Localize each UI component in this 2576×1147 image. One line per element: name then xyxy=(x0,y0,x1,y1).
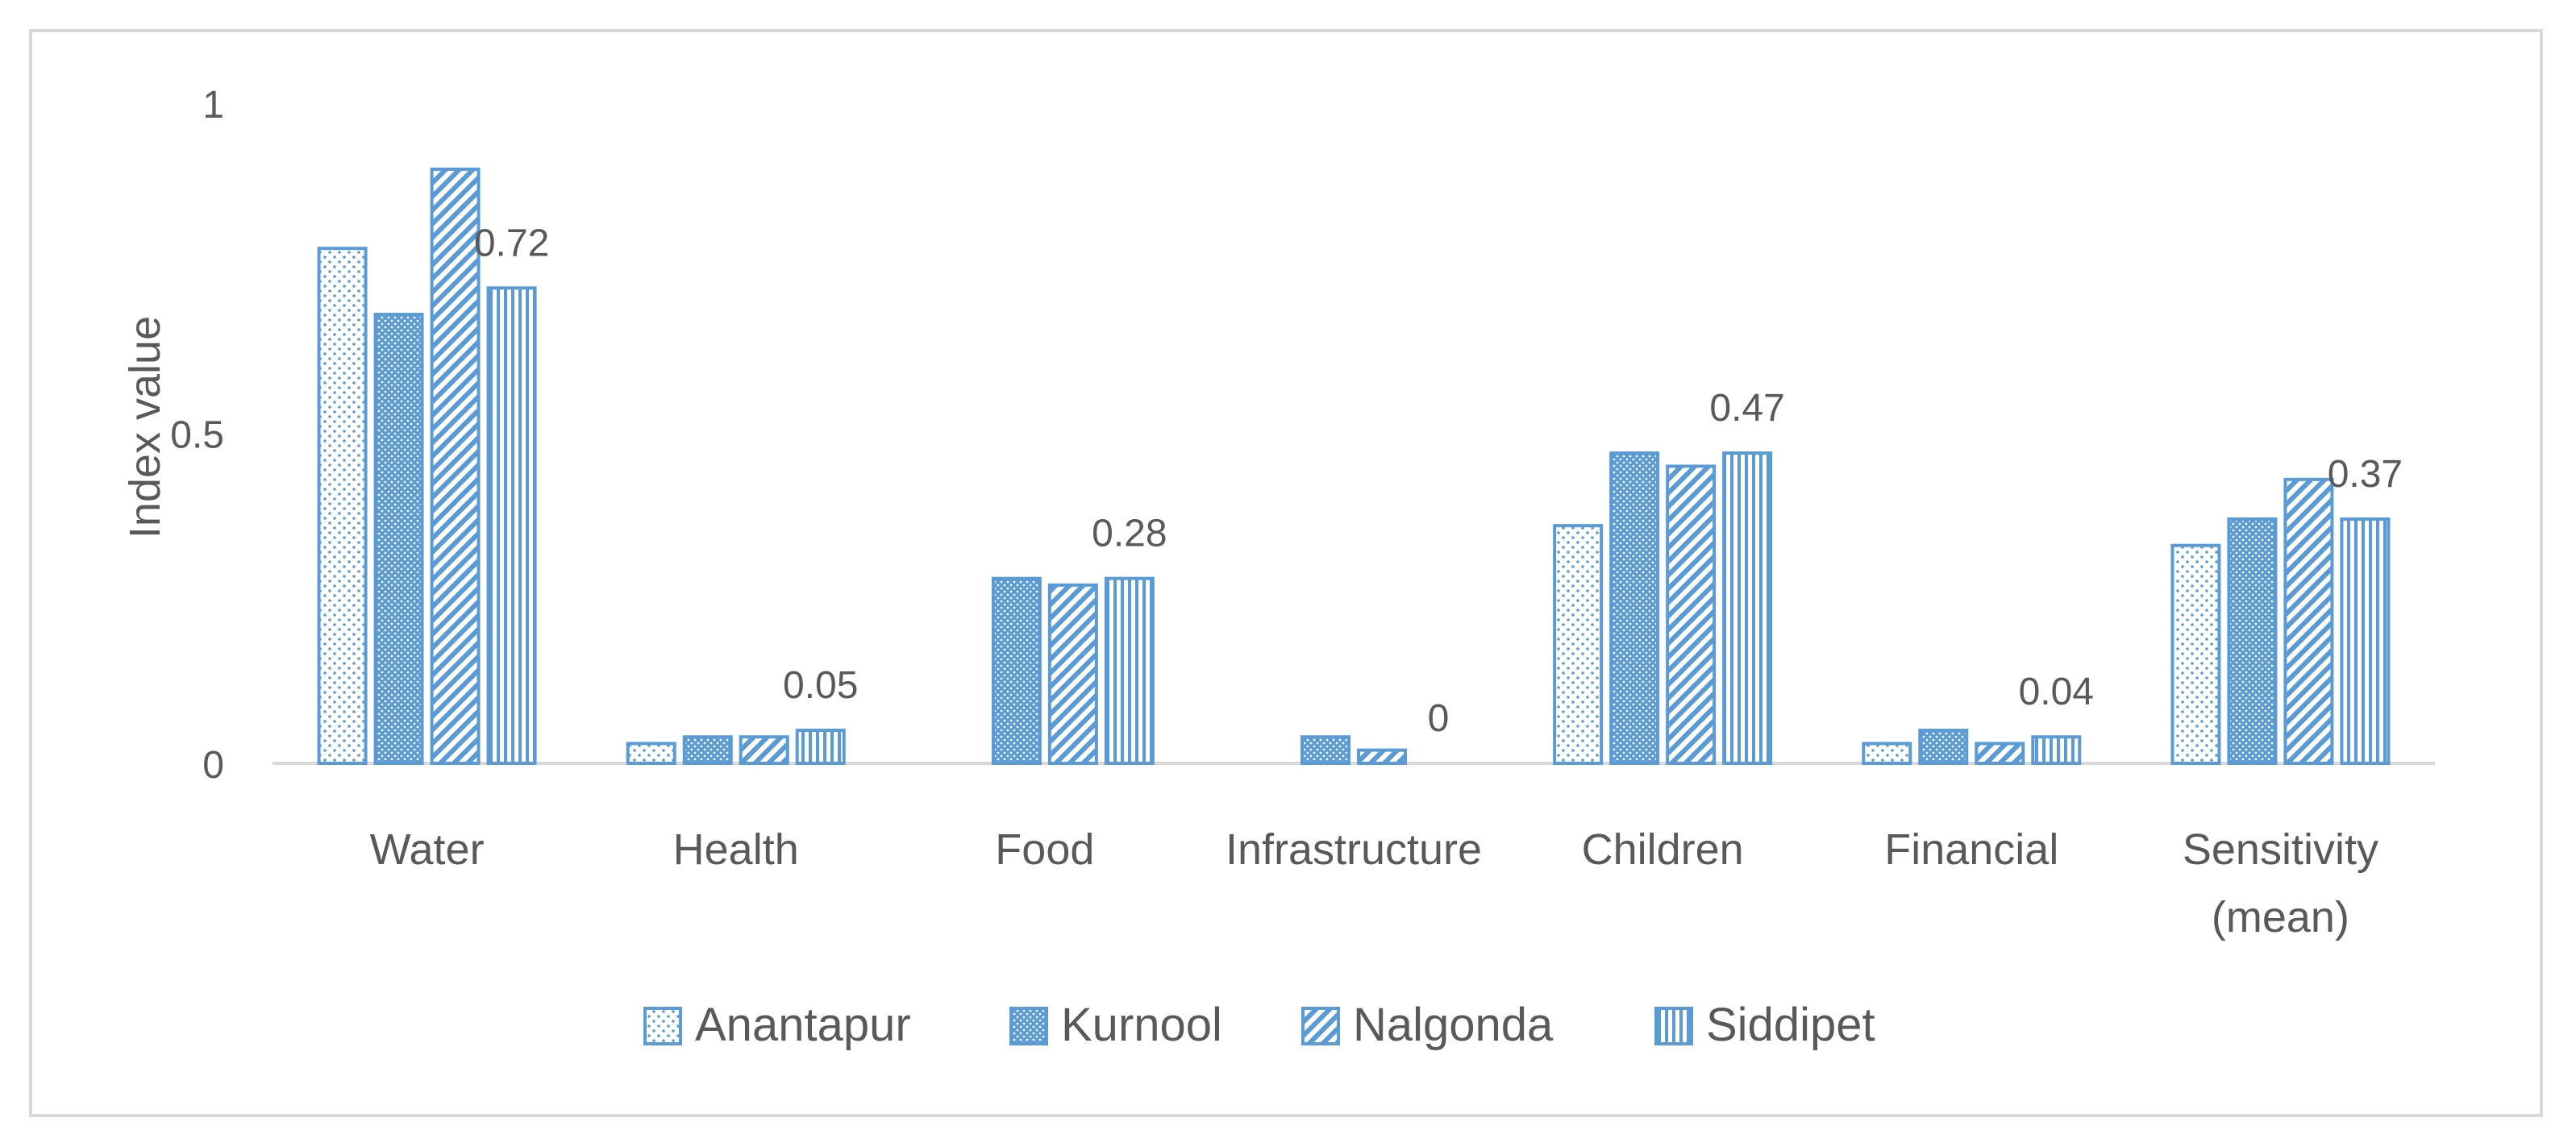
bar-siddipet-1 xyxy=(795,729,846,765)
bar-anantapur-1 xyxy=(626,742,676,765)
bar-nalgonda-5 xyxy=(1975,742,2025,765)
bar-kurnool-6 xyxy=(2227,517,2278,765)
bar-nalgonda-0 xyxy=(430,167,481,765)
data-label: 0.37 xyxy=(2328,453,2403,496)
y-axis-ticks: 00.51 xyxy=(170,84,224,787)
bar-chart: Index value 00.51 0.720.050.2800.470.040… xyxy=(121,84,2435,1051)
data-label: 0.28 xyxy=(1092,513,1167,555)
legend-label-anantapur: Anantapur xyxy=(695,999,911,1051)
data-labels: 0.72 0.05 0.28 0 0.47 0.04 0.37 xyxy=(474,222,2403,740)
bar-siddipet-2 xyxy=(1104,576,1155,765)
legend-label-siddipet: Siddipet xyxy=(1706,999,1875,1051)
y-tick-label: 0.5 xyxy=(170,414,224,457)
bar-nalgonda-2 xyxy=(1047,583,1098,765)
bar-nalgonda-1 xyxy=(739,735,789,765)
data-label: 0.05 xyxy=(783,664,858,707)
bar-siddipet-6 xyxy=(2340,517,2391,765)
bar-nalgonda-4 xyxy=(1666,464,1717,765)
bar-nalgonda-6 xyxy=(2283,477,2334,766)
bar-anantapur-6 xyxy=(2170,543,2221,765)
bar-kurnool-3 xyxy=(1300,735,1350,765)
legend: Anantapur Kurnool Nalgonda Siddipet xyxy=(643,999,1875,1051)
bar-kurnool-0 xyxy=(373,313,424,765)
bar-kurnool-2 xyxy=(991,576,1042,765)
bar-kurnool-1 xyxy=(682,735,733,765)
x-tick-label: Children xyxy=(1582,825,1744,874)
chart-frame: Index value 0 0.5 1 0.72 0.05 0.28 0 0.47 0.04 0… xyxy=(29,29,2543,1117)
data-label: 0.04 xyxy=(2019,671,2094,713)
data-label: 0.72 xyxy=(474,222,549,264)
legend-label-nalgonda: Nalgonda xyxy=(1353,999,1554,1051)
bar-anantapur-0 xyxy=(317,247,368,765)
x-tick-label: Financial xyxy=(1884,825,2058,874)
y-axis-label: Index value xyxy=(121,316,169,538)
x-tick-label: Health xyxy=(673,825,799,874)
x-tick-label: Food xyxy=(995,825,1094,874)
y-tick-label: 0 xyxy=(202,744,224,787)
x-tick-label: Sensitivity (mean) xyxy=(2183,825,2378,941)
bar-kurnool-5 xyxy=(1918,729,1969,765)
bar-anantapur-5 xyxy=(1862,742,1912,765)
legend-swatch-anantapur xyxy=(643,1007,682,1045)
x-tick-label: Water xyxy=(370,825,485,874)
legend-swatch-siddipet xyxy=(1654,1007,1693,1045)
bar-nalgonda-3 xyxy=(1357,748,1407,765)
y-tick-label: 1 xyxy=(202,84,224,127)
bar-anantapur-4 xyxy=(1553,524,1604,765)
legend-swatch-kurnool xyxy=(1009,1007,1048,1045)
x-tick-label: Infrastructure xyxy=(1226,825,1482,874)
legend-label-kurnool: Kurnool xyxy=(1061,999,1222,1051)
bar-siddipet-4 xyxy=(1722,451,1773,765)
bar-siddipet-0 xyxy=(486,286,537,765)
data-label: 0.47 xyxy=(1709,387,1784,430)
legend-swatch-nalgonda xyxy=(1301,1007,1340,1045)
x-axis-ticks: Water Health Food Infrastructure Children Fin… xyxy=(370,825,2378,941)
bars xyxy=(317,167,2391,766)
data-label: 0 xyxy=(1428,697,1450,740)
bar-kurnool-4 xyxy=(1609,451,1660,765)
bar-siddipet-5 xyxy=(2031,735,2082,765)
